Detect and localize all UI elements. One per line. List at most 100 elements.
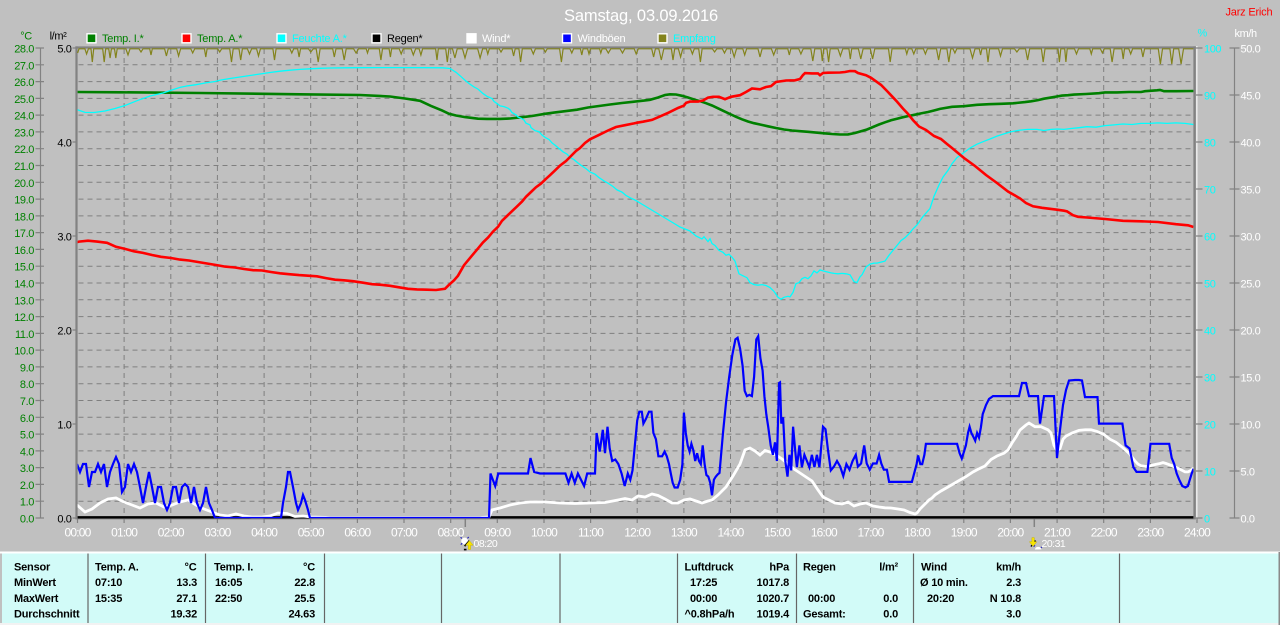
svg-text:MaxWert: MaxWert bbox=[14, 593, 59, 605]
svg-text:22.0: 22.0 bbox=[14, 144, 34, 156]
svg-text:25.0: 25.0 bbox=[14, 94, 34, 106]
svg-text:18.0: 18.0 bbox=[14, 211, 34, 223]
svg-text:02:00: 02:00 bbox=[158, 526, 185, 540]
svg-text:19:00: 19:00 bbox=[951, 526, 978, 540]
svg-text:40.0: 40.0 bbox=[1241, 138, 1261, 150]
svg-text:20:20: 20:20 bbox=[927, 593, 954, 605]
svg-text:Temp. I.*: Temp. I.* bbox=[102, 33, 145, 45]
svg-text:24.63: 24.63 bbox=[288, 609, 315, 621]
svg-text:21:00: 21:00 bbox=[1044, 526, 1071, 540]
svg-text:30: 30 bbox=[1204, 373, 1216, 385]
svg-text:70: 70 bbox=[1204, 185, 1216, 197]
svg-text:20:31: 20:31 bbox=[1042, 538, 1066, 550]
svg-text:09:00: 09:00 bbox=[484, 526, 511, 540]
svg-text:12.0: 12.0 bbox=[14, 312, 34, 324]
svg-text:27.1: 27.1 bbox=[176, 593, 197, 605]
svg-text:25.0: 25.0 bbox=[1241, 279, 1261, 291]
svg-text:10.0: 10.0 bbox=[14, 346, 34, 358]
svg-text:20.0: 20.0 bbox=[14, 178, 34, 190]
svg-text:Ø 10 min.: Ø 10 min. bbox=[920, 577, 968, 589]
svg-text:1020.7: 1020.7 bbox=[757, 593, 790, 605]
svg-text:25.5: 25.5 bbox=[294, 593, 315, 605]
svg-text:2.0: 2.0 bbox=[20, 480, 34, 492]
svg-text:^0.8hPa/h: ^0.8hPa/h bbox=[685, 609, 735, 621]
svg-text:hPa: hPa bbox=[769, 562, 790, 574]
svg-text:0.0: 0.0 bbox=[57, 514, 71, 526]
svg-text:1019.4: 1019.4 bbox=[757, 609, 791, 621]
svg-text:15.0: 15.0 bbox=[1241, 373, 1261, 385]
svg-text:90: 90 bbox=[1204, 91, 1216, 103]
svg-text:00:00: 00:00 bbox=[64, 526, 91, 540]
svg-text:50.0: 50.0 bbox=[1241, 44, 1261, 56]
svg-text:13.3: 13.3 bbox=[176, 577, 197, 589]
svg-text:08:00: 08:00 bbox=[438, 526, 465, 540]
svg-text:14.0: 14.0 bbox=[14, 279, 34, 291]
svg-text:04:00: 04:00 bbox=[251, 526, 278, 540]
svg-text:Sensor: Sensor bbox=[14, 562, 51, 574]
svg-text:23.0: 23.0 bbox=[14, 127, 34, 139]
svg-text:22:00: 22:00 bbox=[1091, 526, 1118, 540]
svg-text:Feuchte A.*: Feuchte A.* bbox=[292, 33, 348, 45]
svg-text:%: % bbox=[1198, 28, 1208, 40]
svg-text:80: 80 bbox=[1204, 138, 1216, 150]
svg-text:24.0: 24.0 bbox=[14, 111, 34, 123]
svg-text:5.0: 5.0 bbox=[1241, 467, 1255, 479]
svg-text:13:00: 13:00 bbox=[671, 526, 698, 540]
svg-text:11.0: 11.0 bbox=[15, 329, 34, 341]
svg-text:01:00: 01:00 bbox=[111, 526, 138, 540]
svg-text:35.0: 35.0 bbox=[1241, 185, 1261, 197]
svg-text:08:20: 08:20 bbox=[474, 538, 498, 550]
svg-text:7.0: 7.0 bbox=[20, 396, 34, 408]
svg-text:11:00: 11:00 bbox=[578, 526, 604, 540]
svg-text:07:10: 07:10 bbox=[95, 577, 122, 589]
svg-text:4.0: 4.0 bbox=[20, 446, 34, 458]
svg-text:Regen*: Regen* bbox=[387, 33, 423, 45]
svg-text:°C: °C bbox=[303, 562, 315, 574]
svg-text:5.0: 5.0 bbox=[20, 430, 34, 442]
svg-text:23:00: 23:00 bbox=[1137, 526, 1164, 540]
svg-text:6.0: 6.0 bbox=[20, 413, 34, 425]
svg-text:°C: °C bbox=[185, 562, 197, 574]
svg-text:3.0: 3.0 bbox=[20, 463, 34, 475]
svg-text:16:00: 16:00 bbox=[811, 526, 838, 540]
svg-text:l/m²: l/m² bbox=[50, 31, 67, 43]
svg-text:00:00: 00:00 bbox=[690, 593, 717, 605]
svg-text:Luftdruck: Luftdruck bbox=[685, 562, 735, 574]
svg-text:Durchschnitt: Durchschnitt bbox=[14, 609, 80, 621]
svg-text:14:00: 14:00 bbox=[718, 526, 745, 540]
svg-text:16.0: 16.0 bbox=[14, 245, 34, 257]
svg-text:10.0: 10.0 bbox=[1241, 420, 1261, 432]
svg-text:07:00: 07:00 bbox=[391, 526, 418, 540]
svg-text:26.0: 26.0 bbox=[14, 77, 34, 89]
svg-text:30.0: 30.0 bbox=[1241, 232, 1261, 244]
svg-text:40: 40 bbox=[1204, 326, 1216, 338]
svg-text:24:00: 24:00 bbox=[1184, 526, 1211, 540]
svg-text:22.8: 22.8 bbox=[294, 577, 315, 589]
svg-text:12:00: 12:00 bbox=[624, 526, 651, 540]
svg-text:10:00: 10:00 bbox=[531, 526, 558, 540]
svg-text:20: 20 bbox=[1204, 420, 1216, 432]
svg-text:1.0: 1.0 bbox=[57, 420, 71, 432]
svg-text:2.0: 2.0 bbox=[57, 326, 71, 338]
svg-text:17:25: 17:25 bbox=[690, 577, 717, 589]
svg-text:06:00: 06:00 bbox=[344, 526, 371, 540]
svg-text:Temp. A.: Temp. A. bbox=[95, 562, 139, 574]
svg-text:1017.8: 1017.8 bbox=[757, 577, 790, 589]
svg-text:Empfang: Empfang bbox=[673, 33, 716, 45]
svg-text:16:05: 16:05 bbox=[215, 577, 242, 589]
svg-text:3.0: 3.0 bbox=[1006, 609, 1021, 621]
svg-text:50: 50 bbox=[1204, 279, 1216, 291]
svg-text:22:50: 22:50 bbox=[215, 593, 242, 605]
svg-text:00:00: 00:00 bbox=[808, 593, 835, 605]
svg-text:l/m²: l/m² bbox=[879, 562, 898, 574]
svg-text:N 10.8: N 10.8 bbox=[990, 593, 1021, 605]
svg-text:0: 0 bbox=[1204, 514, 1210, 526]
svg-text:18:00: 18:00 bbox=[904, 526, 931, 540]
svg-text:20.0: 20.0 bbox=[1241, 326, 1261, 338]
svg-text:Jarz Erich: Jarz Erich bbox=[1226, 7, 1273, 19]
svg-text:km/h: km/h bbox=[996, 562, 1021, 574]
svg-text:15:35: 15:35 bbox=[95, 593, 122, 605]
svg-text:MinWert: MinWert bbox=[14, 577, 56, 589]
svg-text:10: 10 bbox=[1204, 467, 1216, 479]
svg-text:3.0: 3.0 bbox=[57, 232, 71, 244]
